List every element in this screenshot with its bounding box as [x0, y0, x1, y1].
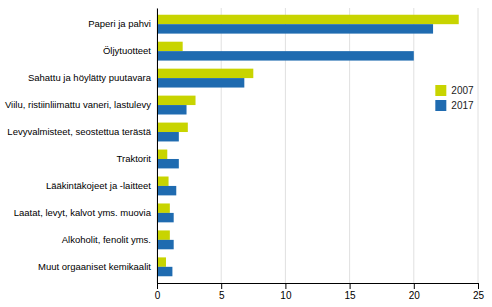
bars	[157, 15, 459, 277]
legend-label: 2017	[451, 100, 474, 111]
bar	[157, 96, 196, 105]
x-tick: 15	[345, 283, 357, 301]
y-tick: Viilu, ristiinliimattu vaneri, lastulevy	[5, 99, 151, 110]
y-tick-label: Sahattu ja höylätty puutavara	[28, 72, 152, 83]
grid-line	[349, 8, 350, 283]
bar	[157, 105, 187, 114]
x-tick-mark	[414, 283, 415, 289]
x-tick-mark	[221, 283, 222, 289]
bar	[157, 132, 179, 141]
bar	[157, 123, 188, 132]
y-tick-label: Muut orgaaniset kemikaalit	[38, 261, 151, 272]
bar	[157, 257, 166, 266]
x-axis-line	[158, 284, 479, 290]
bar	[157, 159, 179, 168]
bar	[157, 240, 174, 249]
y-tick: Paperi ja pahvi	[88, 18, 151, 29]
bar	[157, 51, 414, 60]
bar-series	[157, 15, 459, 267]
x-tick-label: 0	[155, 290, 161, 301]
legend: 2007 2017	[435, 85, 474, 111]
x-tick: 5	[219, 283, 225, 301]
legend-swatch	[435, 85, 446, 96]
y-tick-label: Levyvalmisteet, seostettua terästä	[7, 126, 151, 137]
y-tick-label: Traktorit	[117, 153, 152, 164]
chart-svg: 0 5 10 15 20 25 Muut orgaaniset kemikaalit Alko…	[0, 0, 492, 307]
grid-line	[413, 8, 414, 283]
y-tick-label: Laatat, levyt, kalvot yms. muovia	[14, 207, 152, 218]
y-axis: Muut orgaaniset kemikaalit Alkoholit, fen…	[5, 9, 158, 284]
bar-series	[157, 24, 433, 276]
x-tick: 10	[280, 283, 292, 301]
bar	[157, 69, 253, 78]
bar	[157, 267, 172, 276]
bar	[157, 24, 433, 33]
y-tick-label: Paperi ja pahvi	[88, 18, 151, 29]
bar	[157, 186, 176, 195]
x-tick: 25	[473, 283, 485, 301]
legend-item: 2017	[435, 100, 474, 111]
x-tick-label: 20	[409, 290, 421, 301]
bar	[157, 203, 170, 212]
x-tick-label: 10	[280, 290, 292, 301]
bar	[157, 150, 167, 159]
legend-label: 2007	[451, 85, 474, 96]
grid-line	[221, 8, 222, 283]
x-axis: 0 5 10 15 20 25	[155, 283, 485, 301]
y-tick-label: Lääkintäkojeet ja -laitteet	[46, 180, 151, 191]
x-tick: 0	[155, 283, 161, 301]
plot: 0 5 10 15 20 25 Muut orgaaniset kemikaalit Alko…	[5, 8, 485, 301]
x-tick-label: 25	[473, 290, 485, 301]
x-tick-label: 15	[345, 290, 357, 301]
bar	[157, 177, 169, 186]
y-tick: Öljytuotteet	[103, 45, 151, 56]
grid-line	[285, 8, 286, 283]
bar	[157, 213, 174, 222]
y-tick-label: Öljytuotteet	[103, 45, 151, 56]
bar	[157, 230, 170, 239]
x-tick-label: 5	[219, 290, 225, 301]
y-tick: Levyvalmisteet, seostettua terästä	[7, 126, 151, 137]
x-tick-mark	[350, 283, 351, 289]
x-tick: 20	[409, 283, 421, 301]
x-tick-mark	[157, 283, 158, 289]
grid-line	[478, 8, 479, 283]
legend-swatch	[435, 100, 446, 111]
bar	[157, 78, 244, 87]
y-tick: Traktorit	[117, 153, 152, 164]
y-tick: Laatat, levyt, kalvot yms. muovia	[14, 207, 152, 218]
y-tick: Sahattu ja höylätty puutavara	[28, 72, 152, 83]
legend-item: 2007	[435, 85, 474, 96]
y-axis-line	[157, 9, 158, 284]
grid-line	[157, 8, 158, 283]
x-tick-mark	[285, 283, 286, 289]
y-tick: Muut orgaaniset kemikaalit	[38, 261, 151, 272]
y-tick-label: Viilu, ristiinliimattu vaneri, lastulevy	[5, 99, 151, 110]
y-tick-label: Alkoholit, fenolit yms.	[62, 234, 151, 245]
x-tick-mark	[478, 283, 479, 289]
bar	[157, 42, 183, 51]
y-tick: Lääkintäkojeet ja -laitteet	[46, 180, 151, 191]
chart-container: 0 5 10 15 20 25 Muut orgaaniset kemikaalit Alko…	[0, 0, 492, 307]
grid	[157, 8, 478, 283]
bar	[157, 15, 459, 24]
y-tick: Alkoholit, fenolit yms.	[62, 234, 151, 245]
